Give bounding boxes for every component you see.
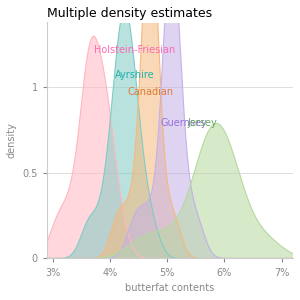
Text: Ayrshire: Ayrshire xyxy=(115,70,154,80)
Text: Holstein-Friesian: Holstein-Friesian xyxy=(94,45,176,55)
X-axis label: butterfat contents: butterfat contents xyxy=(125,283,214,293)
Text: Jersey: Jersey xyxy=(187,118,217,128)
Text: Canadian: Canadian xyxy=(127,88,173,98)
Y-axis label: density: density xyxy=(7,122,17,158)
Text: Multiple density estimates: Multiple density estimates xyxy=(47,7,212,20)
Text: Guernsey: Guernsey xyxy=(160,118,207,128)
